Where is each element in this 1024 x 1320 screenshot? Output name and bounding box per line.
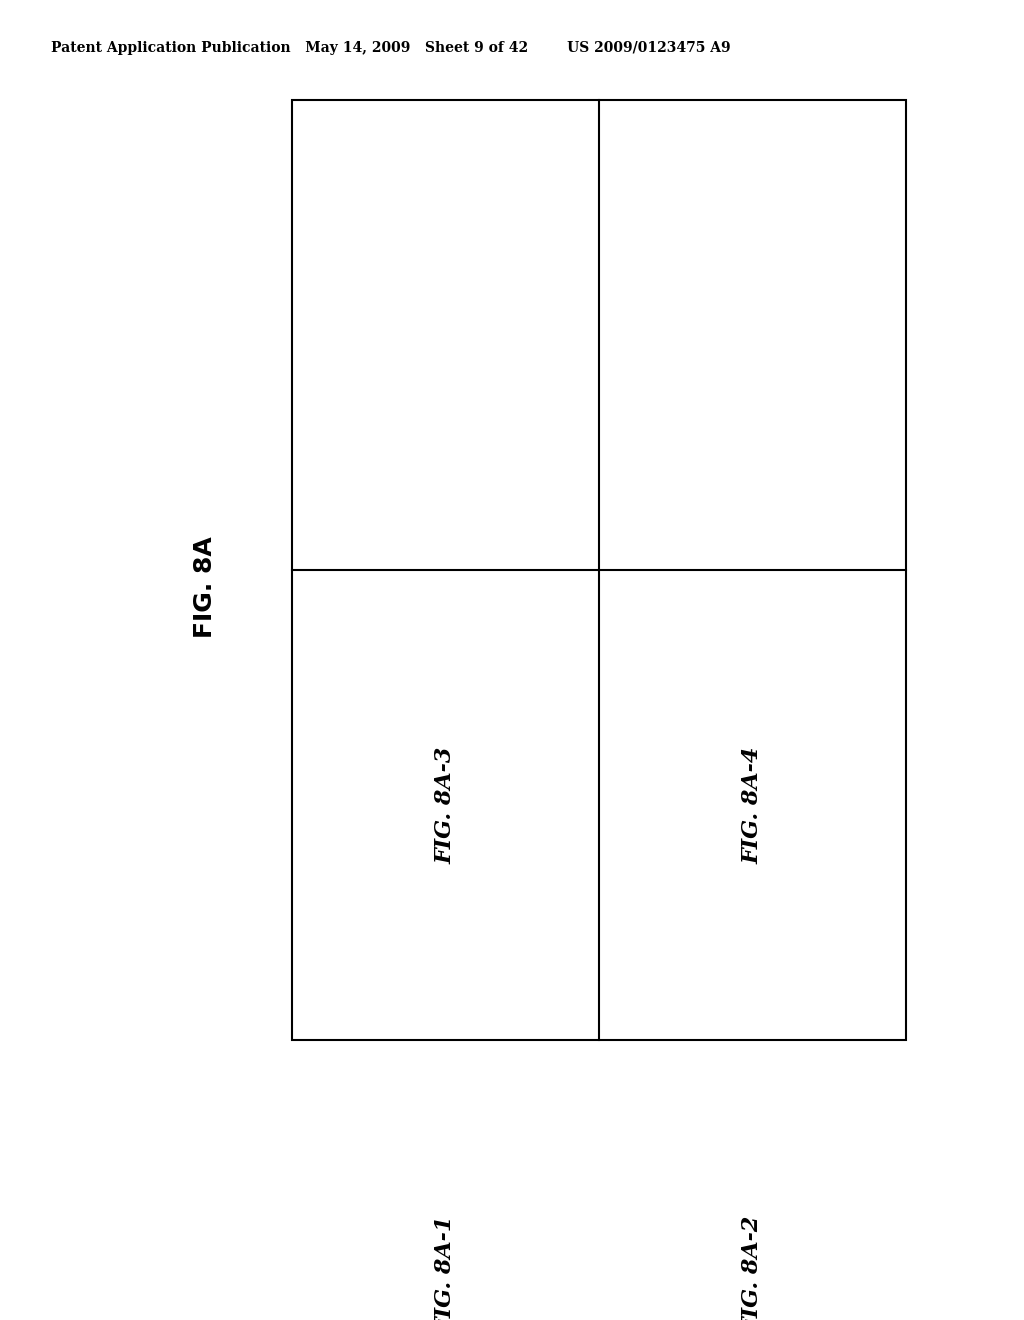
- Text: FIG. 8A-4: FIG. 8A-4: [741, 746, 764, 863]
- Bar: [292, 100, 906, 1040]
- Text: FIG. 8A: FIG. 8A: [193, 537, 217, 639]
- Text: Patent Application Publication   May 14, 2009   Sheet 9 of 42        US 2009/012: Patent Application Publication May 14, 2…: [51, 41, 731, 55]
- Text: FIG. 8A-1: FIG. 8A-1: [434, 1216, 457, 1320]
- Text: FIG. 8A-3: FIG. 8A-3: [434, 746, 457, 863]
- Text: FIG. 8A-2: FIG. 8A-2: [741, 1216, 764, 1320]
